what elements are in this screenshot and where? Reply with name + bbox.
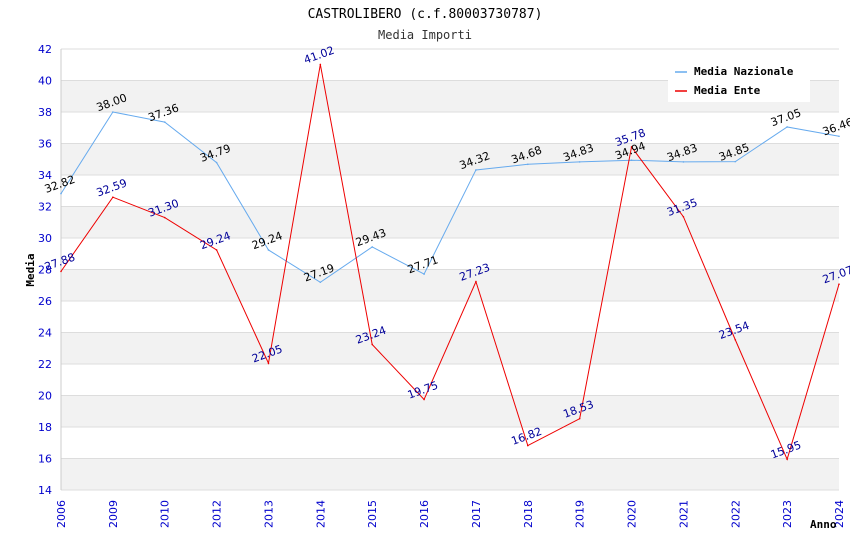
grid-band (61, 112, 839, 144)
data-point-nazionale (60, 192, 62, 195)
data-point-ente (423, 398, 425, 401)
x-tick-label: 2014 (314, 500, 327, 528)
legend: Media Nazionale Media Ente (668, 60, 810, 102)
data-point-nazionale (267, 249, 270, 251)
x-tick-label: 2015 (366, 500, 379, 528)
y-tick-label: 18 (38, 421, 52, 434)
x-tick-label: 2010 (159, 500, 172, 528)
data-point-nazionale (475, 169, 477, 171)
data-point-ente (838, 283, 840, 285)
data-point-nazionale (734, 160, 737, 163)
y-axis-label: Media (24, 253, 37, 286)
data-point-ente (527, 444, 529, 447)
data-point-ente (267, 362, 270, 365)
y-tick-label: 14 (38, 484, 52, 497)
y-tick-label: 16 (38, 453, 52, 466)
chart-subtitle: Media Importi (378, 28, 472, 42)
y-tick-label: 30 (38, 232, 52, 245)
data-point-ente (682, 215, 685, 218)
x-tick-label: 2018 (522, 500, 535, 528)
data-point-nazionale (578, 161, 581, 163)
data-point-nazionale (319, 281, 322, 284)
y-tick-label: 28 (38, 264, 52, 277)
y-tick-label: 24 (38, 327, 52, 340)
x-tick-label: 2006 (55, 500, 68, 528)
grid-band (61, 332, 839, 364)
data-point-nazionale (630, 159, 633, 161)
x-tick-label: 2019 (574, 500, 587, 528)
legend-label-ente: Media Ente (694, 84, 761, 97)
x-tick-label: 2022 (729, 500, 742, 528)
x-tick-label: 2020 (626, 500, 639, 528)
x-tick-label: 2021 (677, 500, 690, 528)
data-point-nazionale (163, 121, 166, 123)
legend-box (668, 60, 810, 102)
series-line-nazionale (60, 111, 840, 283)
x-tick-label: 2012 (211, 500, 224, 528)
data-point-ente (163, 216, 166, 219)
data-point-ente (786, 458, 788, 461)
series-line-ente (60, 64, 840, 461)
data-point-nazionale (527, 163, 529, 166)
x-tick-label: 2017 (470, 500, 483, 528)
grid-band (61, 143, 839, 175)
data-point-ente (112, 196, 114, 199)
y-tick-label: 38 (38, 106, 52, 119)
grid-band (61, 238, 839, 270)
grid-band (61, 427, 839, 459)
y-tick-label: 20 (38, 390, 52, 403)
data-point-nazionale (786, 126, 788, 128)
grid-band (61, 364, 839, 396)
x-axis-label: Anno (810, 518, 837, 531)
data-point-ente (578, 417, 581, 420)
data-point-nazionale (838, 135, 840, 138)
grid-band (61, 458, 839, 490)
y-tick-label: 34 (38, 169, 52, 182)
y-tick-label: 26 (38, 295, 52, 308)
x-tick-label: 2013 (262, 500, 275, 528)
y-tick-label: 42 (38, 43, 52, 56)
data-point-nazionale (371, 246, 374, 248)
grid-band (61, 175, 839, 207)
data-point-ente (630, 146, 633, 148)
data-point-nazionale (423, 273, 425, 275)
data-point-ente (215, 249, 218, 251)
data-point-nazionale (215, 161, 218, 164)
x-tick-label: 2016 (418, 500, 431, 528)
grid-band (61, 395, 839, 427)
x-tick-label: 2023 (781, 500, 794, 528)
legend-label-nazionale: Media Nazionale (694, 65, 794, 78)
y-tick-label: 32 (38, 201, 52, 214)
data-point-nazionale (682, 161, 685, 163)
y-tick-label: 40 (38, 75, 52, 88)
data-point-ente (371, 343, 374, 346)
data-point-ente (475, 280, 477, 283)
x-tick-label: 2009 (107, 500, 120, 528)
chart-title: CASTROLIBERO (c.f.80003730787) (308, 7, 543, 22)
data-point-ente (60, 270, 62, 273)
y-tick-label: 36 (38, 138, 52, 151)
data-point-ente (319, 63, 322, 66)
data-point-ente (734, 338, 737, 341)
data-point-nazionale (112, 111, 114, 113)
x-tick-label: 2024 (833, 500, 846, 528)
grid-band (61, 301, 839, 333)
grid-band (61, 269, 839, 301)
y-tick-label: 22 (38, 358, 52, 371)
